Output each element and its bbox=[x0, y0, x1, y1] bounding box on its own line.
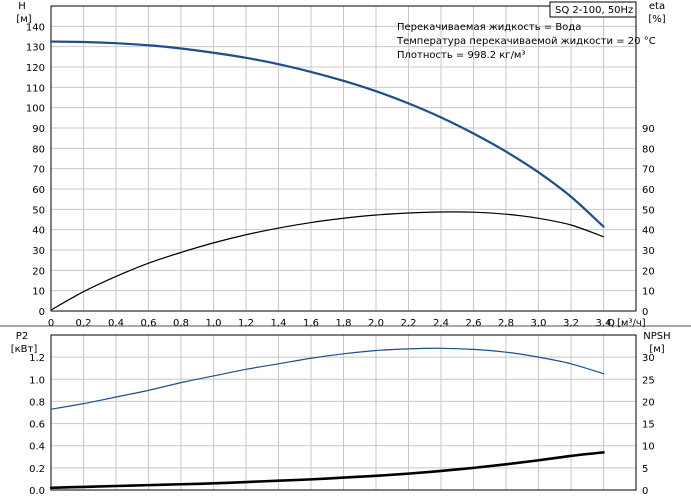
left-axis-name: H bbox=[18, 1, 26, 12]
x-tick-label: 0,8 bbox=[173, 318, 189, 329]
x-tick-label: 2,0 bbox=[368, 318, 384, 329]
left-tick-label: 120 bbox=[26, 63, 45, 74]
right-axis-unit: [%] bbox=[648, 14, 665, 25]
left-tick-label: 1.2 bbox=[29, 353, 45, 364]
left-tick-label: 0.6 bbox=[29, 420, 45, 431]
x-tick-label: 2,2 bbox=[401, 318, 417, 329]
left-tick-label: 20 bbox=[32, 266, 45, 277]
x-tick-label: 0,6 bbox=[141, 318, 157, 329]
legend-line-liquid: Перекачиваемая жидкость = Вода bbox=[397, 22, 581, 33]
right-tick-label: 0 bbox=[642, 307, 648, 318]
x-tick-label: 0 bbox=[48, 318, 54, 329]
right-tick-label: 30 bbox=[642, 246, 655, 257]
x-tick-label: 3,0 bbox=[531, 318, 547, 329]
x-tick-label: 2,8 bbox=[498, 318, 514, 329]
left-tick-label: 130 bbox=[26, 43, 45, 54]
plot-frame bbox=[50, 334, 637, 491]
right-axis-name: eta bbox=[649, 1, 665, 12]
model-badge: SQ 2-100, 50Hz bbox=[555, 5, 633, 16]
x-tick-label: 1,8 bbox=[336, 318, 352, 329]
power-npsh-panel: 0.0 0.2 0.4 0.6 0.8 1.0 1.2 0 5 10 15 20 25 30 P2 [кВт]… bbox=[11, 331, 671, 497]
left-tick-label: 0.4 bbox=[29, 442, 45, 453]
annotations: SQ 2-100, 50Hz Перекачиваемая жидкость =… bbox=[0, 1, 691, 327]
left-tick-label: 140 bbox=[26, 22, 45, 33]
left-axis-unit: [м] bbox=[16, 14, 31, 25]
legend-line-temperature: Температура перекачиваемой жидкости = 20… bbox=[396, 36, 656, 47]
x-tick-label: 2,4 bbox=[433, 318, 449, 329]
left-tick-label: 40 bbox=[32, 226, 45, 237]
series-line-right bbox=[50, 211, 605, 311]
left-tick-label: 60 bbox=[32, 185, 45, 196]
left-axis-unit: [кВт] bbox=[11, 344, 38, 355]
left-tick-label: 110 bbox=[26, 83, 45, 94]
left-tick-label: 1.0 bbox=[29, 375, 45, 386]
x-tick-label: 0,2 bbox=[76, 318, 92, 329]
right-tick-label: 25 bbox=[642, 375, 655, 386]
left-tick-label: 80 bbox=[32, 144, 45, 155]
left-tick-label: 0 bbox=[39, 307, 45, 318]
model-badge-box bbox=[549, 1, 637, 18]
right-tick-label: 10 bbox=[642, 287, 655, 298]
legend-line-density: Плотность = 998.2 кг/м³ bbox=[397, 50, 526, 61]
right-tick-label: 30 bbox=[642, 353, 655, 364]
plot-frame bbox=[50, 5, 637, 312]
right-tick-label: 20 bbox=[642, 266, 655, 277]
right-tick-label: 40 bbox=[642, 226, 655, 237]
left-tick-label: 70 bbox=[32, 165, 45, 176]
right-tick-label: 10 bbox=[642, 442, 655, 453]
right-tick-label: 20 bbox=[642, 397, 655, 408]
head-efficiency-panel: 0 10 20 30 40 50 60 70 80 90 100 110 120 130 140 0 10 20 3… bbox=[16, 1, 665, 329]
x-tick-label: 1,0 bbox=[206, 318, 222, 329]
x-tick-label: 1,6 bbox=[303, 318, 319, 329]
right-tick-label: 90 bbox=[642, 124, 655, 135]
left-tick-label: 0.8 bbox=[29, 397, 45, 408]
left-tick-label: 0.0 bbox=[29, 486, 45, 497]
right-axis-unit: [м] bbox=[649, 344, 664, 355]
right-tick-label: 50 bbox=[642, 205, 655, 216]
x-tick-label: 1,2 bbox=[238, 318, 254, 329]
left-tick-label: 50 bbox=[32, 205, 45, 216]
x-axis-name: Q bbox=[607, 318, 615, 329]
left-tick-label: 0.2 bbox=[29, 464, 45, 475]
x-tick-label: 1,4 bbox=[271, 318, 287, 329]
x-tick-label: 2,6 bbox=[466, 318, 482, 329]
right-tick-label: 70 bbox=[642, 165, 655, 176]
right-tick-label: 15 bbox=[642, 420, 655, 431]
right-axis-name: NPSH bbox=[643, 331, 670, 342]
left-axis-name: P2 bbox=[16, 331, 28, 342]
left-tick-label: 100 bbox=[26, 104, 45, 115]
series-line-left bbox=[49, 40, 605, 228]
left-tick-label: 30 bbox=[32, 246, 45, 257]
x-tick-label: 3,4 bbox=[596, 318, 612, 329]
right-tick-label: 60 bbox=[642, 185, 655, 196]
series-line-right bbox=[49, 451, 605, 490]
x-axis-unit: [м³/ч] bbox=[617, 318, 646, 329]
series-line-left bbox=[50, 347, 605, 410]
x-tick-label: 3,2 bbox=[563, 318, 579, 329]
right-tick-label: 5 bbox=[642, 464, 648, 475]
x-tick-label: 0,4 bbox=[108, 318, 124, 329]
right-tick-label: 0 bbox=[642, 486, 648, 497]
left-tick-label: 90 bbox=[32, 124, 45, 135]
left-tick-label: 10 bbox=[32, 287, 45, 298]
right-tick-label: 80 bbox=[642, 144, 655, 155]
